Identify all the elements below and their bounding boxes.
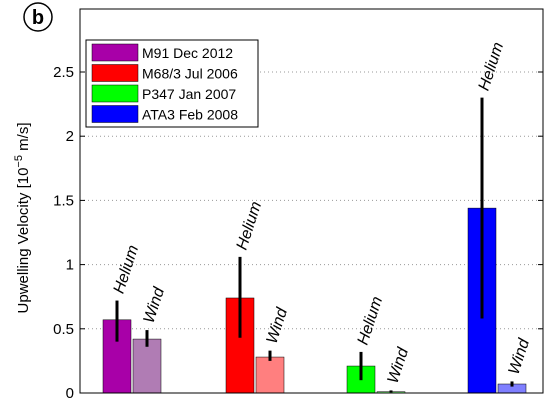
legend-swatch <box>91 43 139 62</box>
legend-swatch <box>91 64 139 82</box>
y-tick-label: 2.5 <box>53 64 74 81</box>
bar-label-wind: Wind <box>141 284 169 325</box>
y-axis-title-exponent: −5 <box>13 155 25 168</box>
axes <box>79 8 544 394</box>
legend-entry: M68/3 Jul 2006 <box>142 66 238 82</box>
y-tick-label: 2 <box>66 128 74 145</box>
legend-entry: M91 Dec 2012 <box>142 45 233 61</box>
y-axis-title-unit: m/s] <box>15 123 32 156</box>
panel-label: b <box>23 2 53 32</box>
bar-label-wind: Wind <box>385 345 413 386</box>
bar-label-helium: Helium <box>234 200 266 253</box>
y-tick-label: 0 <box>66 385 74 401</box>
bar-wind <box>132 338 162 394</box>
panel-label-circle <box>23 2 53 32</box>
legend: M91 Dec 2012 M68/3 Jul 2006 P347 Jan 2007 A… <box>85 39 259 128</box>
y-tick-label: 1 <box>66 257 74 274</box>
y-axis-title-main: Upwelling Velocity [10 <box>15 168 32 314</box>
bar-label-helium: Helium <box>355 295 387 348</box>
bar-label-helium: Helium <box>476 40 508 93</box>
plot-frame <box>79 8 544 394</box>
error-bars <box>115 97 514 393</box>
bars <box>102 207 527 394</box>
bar-label-helium: Helium <box>111 243 143 296</box>
y-tick-label: 0.5 <box>53 321 74 338</box>
y-tick-label: 1.5 <box>53 192 74 209</box>
y-axis-title: Upwelling Velocity [10−5 m/s] <box>13 123 32 314</box>
panel-label-text: b <box>32 7 44 29</box>
legend-swatch <box>91 105 139 123</box>
bar-label-wind: Wind <box>264 305 292 346</box>
legend-entry: ATA3 Feb 2008 <box>142 107 238 123</box>
legend-entry: P347 Jan 2007 <box>142 86 236 102</box>
bar-label-wind: Wind <box>506 336 534 377</box>
bar-wind <box>255 356 285 394</box>
y-ticks: 0 0.5 1 1.5 2 2.5 <box>53 64 543 401</box>
legend-swatch <box>91 84 139 103</box>
